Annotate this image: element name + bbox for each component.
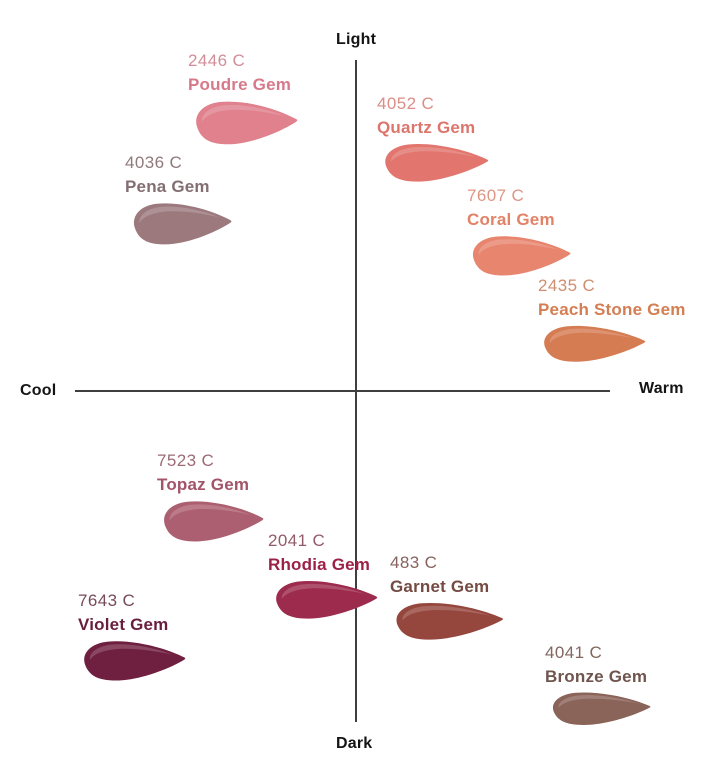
axis-label-light: Light — [336, 31, 377, 48]
shade-name: Poudre Gem — [188, 75, 292, 94]
swatch-smear — [84, 641, 186, 681]
shade-item-topaz-gem: 7523 C Topaz Gem — [157, 450, 268, 544]
swatch-smear — [133, 203, 232, 245]
shade-name: Violet Gem — [78, 615, 169, 634]
swatch-smear — [276, 581, 378, 619]
shade-code: 4036 C — [125, 153, 183, 172]
shade-name: Garnet Gem — [390, 577, 490, 596]
horizontal-axis-line — [75, 390, 610, 392]
shade-name: Peach Stone Gem — [538, 300, 686, 319]
shade-item-coral-gem: 7607 C Coral Gem — [467, 185, 575, 278]
shade-code: 2041 C — [268, 531, 326, 550]
swatch-smear — [385, 144, 489, 182]
shade-code: 4041 C — [545, 643, 603, 662]
axis-label-dark: Dark — [336, 735, 373, 752]
shade-name: Topaz Gem — [157, 475, 250, 494]
shade-name: Coral Gem — [467, 210, 555, 229]
shade-name: Bronze Gem — [545, 667, 648, 686]
swatch-smear — [164, 501, 264, 542]
shade-code: 483 C — [390, 553, 438, 572]
shade-item-violet-gem: 7643 C Violet Gem — [78, 590, 190, 683]
shade-code: 2435 C — [538, 276, 596, 295]
swatch-smear — [196, 101, 298, 145]
shade-code: 2446 C — [188, 51, 246, 70]
shade-code: 7523 C — [157, 451, 215, 470]
shade-item-peach-stone-gem: 2435 C Peach Stone Gem — [538, 275, 686, 364]
shade-code: 7607 C — [467, 186, 525, 205]
shade-code: 7643 C — [78, 591, 136, 610]
axis-label-warm: Warm — [639, 380, 684, 397]
axis-label-cool: Cool — [20, 382, 57, 399]
shade-name: Pena Gem — [125, 177, 210, 196]
shade-item-quartz-gem: 4052 C Quartz Gem — [377, 93, 493, 184]
shade-item-bronze-gem: 4041 C Bronze Gem — [545, 642, 655, 727]
shade-item-garnet-gem: 483 C Garnet Gem — [390, 552, 508, 642]
swatch-smear — [552, 692, 651, 725]
shade-name: Rhodia Gem — [268, 555, 371, 574]
shade-item-pena-gem: 4036 C Pena Gem — [125, 152, 236, 247]
swatch-smear — [472, 236, 571, 276]
swatch-smear — [544, 325, 646, 362]
swatch-smear — [396, 602, 503, 640]
shade-code: 4052 C — [377, 94, 435, 113]
shade-item-poudre-gem: 2446 C Poudre Gem — [188, 50, 302, 147]
shade-item-rhodia-gem: 2041 C Rhodia Gem — [268, 530, 382, 621]
shade-name: Quartz Gem — [377, 118, 476, 137]
